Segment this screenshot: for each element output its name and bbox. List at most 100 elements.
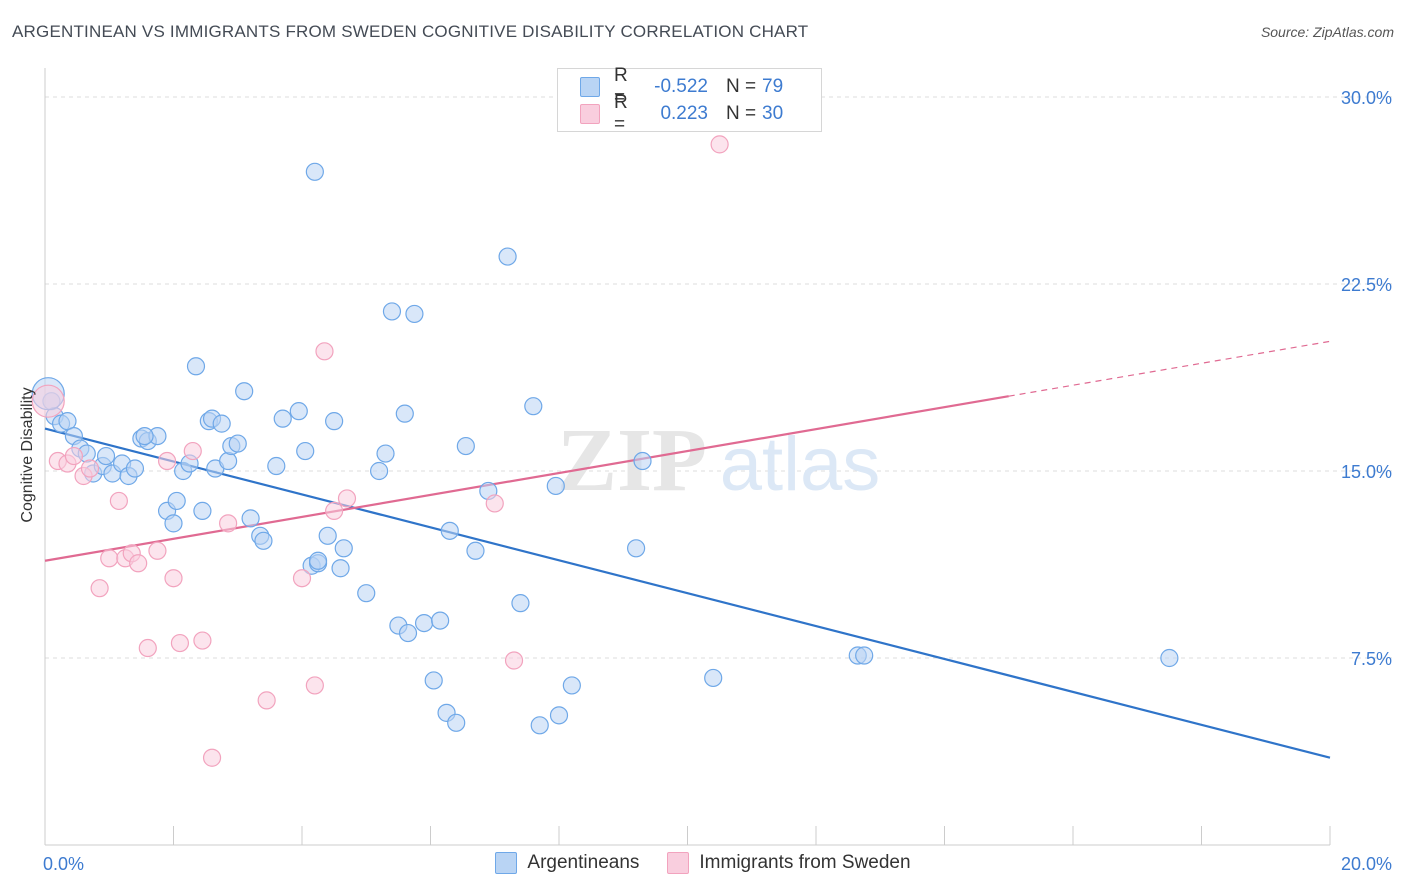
point-argentineans: [376, 444, 395, 463]
point-argentineans: [289, 402, 308, 421]
point-argentineans: [58, 412, 77, 431]
point-argentineans: [228, 434, 247, 453]
point-argentineans: [318, 526, 337, 545]
point-sweden: [148, 541, 167, 560]
y-tick-label: 30.0%: [1341, 88, 1392, 108]
point-argentineans: [273, 409, 292, 428]
r-value: -0.522: [654, 76, 708, 97]
r-label: R =: [614, 65, 628, 108]
source-label: Source: ZipAtlas.com: [1260, 24, 1394, 40]
point-sweden: [183, 441, 202, 461]
point-argentineans: [241, 509, 260, 528]
legend-row-sweden: R = 0.223 N = 30: [580, 92, 783, 135]
trend-line-sweden: [44, 395, 1009, 562]
point-sweden: [315, 342, 334, 361]
x-tick-label: 20.0%: [1341, 854, 1392, 874]
point-argentineans: [308, 551, 328, 570]
point-sweden: [164, 569, 183, 588]
point-argentineans: [1160, 648, 1179, 668]
gridlines: [45, 96, 1392, 659]
point-argentineans: [325, 412, 344, 431]
y-tick-label: 15.0%: [1341, 462, 1392, 482]
legend-item-sweden[interactable]: Immigrants from Sweden: [667, 852, 911, 874]
point-sweden: [193, 631, 212, 650]
watermark-atlas: atlas: [720, 422, 881, 507]
point-argentineans: [305, 162, 324, 181]
legend-swatch-blue: [495, 852, 518, 874]
point-argentineans: [704, 668, 723, 688]
legend-swatch-pink: [580, 104, 600, 124]
point-sweden: [138, 638, 157, 658]
point-argentineans: [370, 461, 389, 481]
point-argentineans: [524, 397, 543, 416]
point-sweden: [31, 384, 65, 418]
point-sweden: [292, 569, 312, 588]
point-argentineans: [466, 541, 485, 560]
trend-line-sweden-extension: [1008, 340, 1331, 397]
point-argentineans: [267, 456, 286, 476]
point-sweden: [129, 554, 148, 573]
point-argentineans: [530, 716, 549, 735]
legend-label: Immigrants from Sweden: [699, 852, 911, 873]
point-argentineans: [424, 671, 443, 690]
point-argentineans: [254, 531, 273, 550]
point-argentineans: [405, 304, 424, 324]
legend-item-argentineans[interactable]: Argentineans: [495, 852, 639, 874]
point-argentineans: [562, 676, 581, 695]
point-argentineans: [186, 357, 206, 376]
point-argentineans: [96, 446, 116, 466]
series-legend: Argentineans Immigrants from Sweden: [0, 852, 1406, 874]
point-argentineans: [219, 451, 238, 471]
point-sweden: [100, 549, 119, 568]
point-argentineans: [357, 584, 376, 603]
n-value: 79: [762, 76, 784, 97]
point-argentineans: [334, 539, 353, 558]
point-argentineans: [135, 426, 154, 446]
trend-line-argentineans: [44, 427, 1331, 759]
point-argentineans: [125, 459, 145, 478]
point-argentineans: [193, 501, 212, 520]
n-label: N =: [726, 103, 757, 124]
point-sweden: [504, 651, 524, 670]
point-argentineans: [626, 539, 646, 558]
point-argentineans: [431, 611, 450, 630]
chart-title: ARGENTINEAN VS IMMIGRANTS FROM SWEDEN CO…: [12, 22, 809, 41]
axes: [44, 68, 1331, 846]
r-value: 0.223: [660, 103, 708, 124]
y-axis-label: Cognitive Disability: [19, 387, 36, 523]
data-points: [31, 135, 1179, 767]
point-argentineans: [549, 706, 569, 725]
point-sweden: [157, 451, 177, 471]
point-sweden: [257, 691, 276, 710]
n-label: N =: [726, 76, 757, 97]
correlation-legend: R = -0.522 N = 79 R = 0.223 N = 30: [557, 65, 822, 135]
point-argentineans: [546, 476, 565, 496]
y-tick-label: 22.5%: [1341, 275, 1392, 295]
point-argentineans: [382, 302, 402, 321]
point-argentineans: [511, 594, 530, 613]
legend-swatch-pink: [667, 852, 690, 874]
point-argentineans: [167, 491, 186, 511]
point-argentineans: [447, 713, 466, 732]
point-sweden: [109, 491, 128, 511]
r-label: R =: [614, 92, 628, 135]
point-argentineans: [440, 521, 459, 540]
point-sweden: [325, 501, 344, 520]
trend-lines: [44, 340, 1331, 759]
point-sweden: [64, 446, 84, 466]
point-argentineans: [296, 441, 315, 461]
point-argentineans: [456, 436, 475, 456]
point-argentineans: [633, 451, 652, 471]
point-sweden: [710, 135, 729, 154]
legend-swatch-blue: [580, 77, 600, 97]
point-sweden: [485, 494, 504, 513]
y-tick-label: 7.5%: [1351, 649, 1392, 669]
point-argentineans: [331, 559, 350, 578]
legend-label: Argentineans: [527, 852, 640, 873]
point-sweden: [80, 459, 100, 478]
point-argentineans: [164, 514, 183, 533]
point-sweden: [219, 514, 238, 533]
point-argentineans: [498, 247, 517, 266]
point-argentineans: [855, 646, 874, 665]
